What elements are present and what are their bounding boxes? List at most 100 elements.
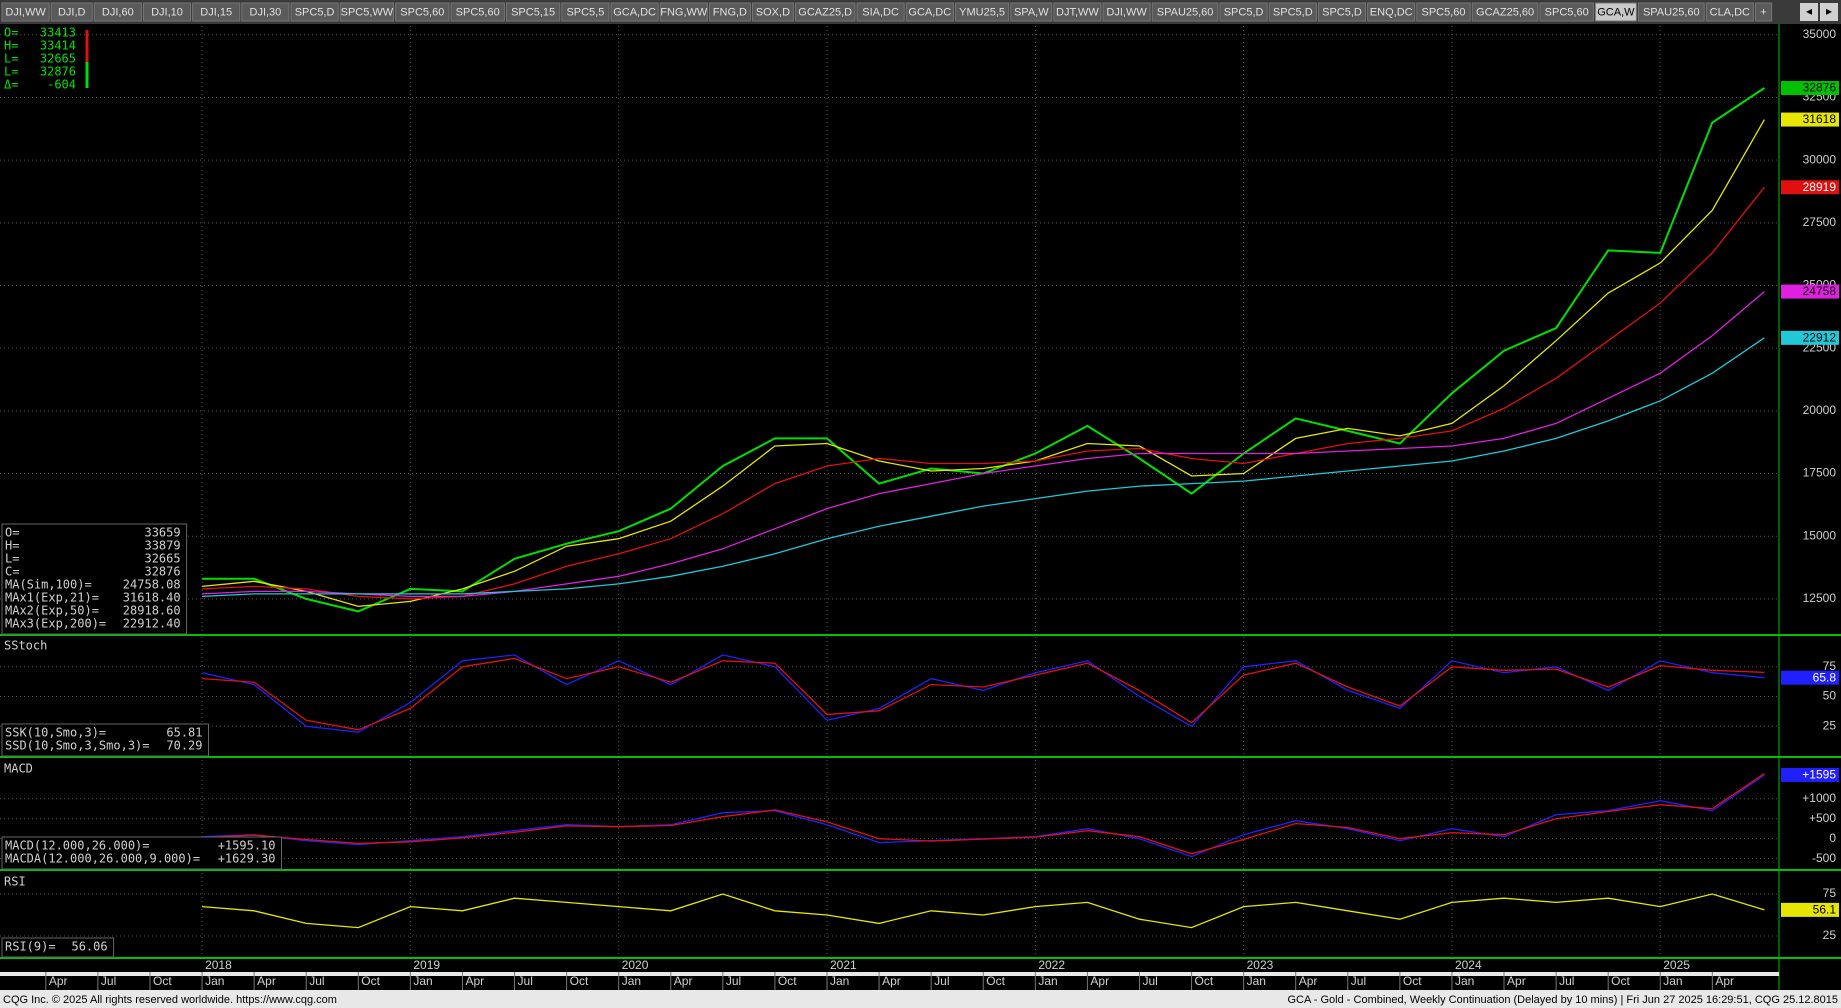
readout-label: MACD(12.000,26.000)= bbox=[5, 839, 150, 853]
tab-label: SPC5,60 bbox=[400, 6, 444, 18]
x-tick-label: Jul bbox=[726, 974, 741, 988]
tab[interactable] bbox=[905, 2, 954, 22]
tab[interactable] bbox=[450, 2, 505, 22]
x-tick-label: Apr bbox=[1090, 974, 1109, 988]
panel-title: SStoch bbox=[4, 639, 47, 653]
quote-value: -604 bbox=[47, 78, 76, 92]
quote-label: O= bbox=[4, 26, 18, 40]
tab[interactable] bbox=[1539, 2, 1594, 22]
readout-label: SSD(10,Smo,3,Smo,3)= bbox=[5, 739, 150, 753]
tab-label: DJI,WW bbox=[1106, 6, 1147, 18]
x-tick-label: Oct bbox=[1195, 974, 1214, 988]
x-tick-label: Jan bbox=[1663, 974, 1682, 988]
series-line bbox=[202, 773, 1765, 855]
tab[interactable] bbox=[505, 2, 561, 22]
tab[interactable] bbox=[610, 2, 659, 22]
x-tick-label: Jul bbox=[518, 974, 533, 988]
tab[interactable] bbox=[50, 2, 93, 22]
tab[interactable] bbox=[1471, 2, 1539, 22]
readout-value: 22912.40 bbox=[123, 617, 181, 631]
tab[interactable] bbox=[1416, 2, 1471, 22]
tab[interactable] bbox=[1151, 2, 1219, 22]
tab[interactable] bbox=[241, 2, 290, 22]
x-tick-label: Oct bbox=[361, 974, 380, 988]
value-box-label: +1595 bbox=[1802, 768, 1836, 782]
x-tick-label: Apr bbox=[1507, 974, 1526, 988]
value-box bbox=[1781, 112, 1839, 127]
readout-label: RSI(9)= bbox=[5, 940, 56, 954]
series-line bbox=[202, 291, 1765, 598]
tab[interactable] bbox=[751, 2, 794, 22]
value-box bbox=[1781, 180, 1839, 195]
value-box bbox=[1781, 284, 1839, 299]
tab-label: SPC5,D bbox=[1322, 6, 1362, 18]
tab-label: DJI,10 bbox=[151, 6, 183, 18]
tab[interactable] bbox=[1010, 2, 1053, 22]
tab[interactable] bbox=[1219, 2, 1268, 22]
value-box-label: 28919 bbox=[1803, 180, 1837, 194]
tab[interactable] bbox=[93, 2, 142, 22]
tab[interactable] bbox=[1317, 2, 1367, 22]
tab[interactable] bbox=[794, 2, 856, 22]
value-box bbox=[1781, 330, 1839, 345]
tab[interactable] bbox=[1367, 2, 1416, 22]
tab-scroll-left[interactable] bbox=[1800, 3, 1818, 21]
tab-label: SPC5,15 bbox=[511, 6, 555, 18]
y-tick-label: +500 bbox=[1809, 811, 1836, 825]
tab-label: DJI,WW bbox=[5, 6, 46, 18]
panel-title: MACD bbox=[4, 762, 33, 776]
tab[interactable] bbox=[1705, 2, 1754, 22]
tab[interactable] bbox=[1754, 2, 1773, 22]
x-tick-label: Jul bbox=[309, 974, 324, 988]
tab[interactable] bbox=[1594, 2, 1637, 22]
year-label: 2023 bbox=[1247, 958, 1274, 972]
tab[interactable] bbox=[142, 2, 192, 22]
readout-value: +1595.10 bbox=[218, 839, 276, 853]
series-line bbox=[202, 337, 1765, 598]
tab-label: GCA,DC bbox=[908, 6, 951, 18]
tab[interactable] bbox=[290, 2, 339, 22]
value-box-label: 32876 bbox=[1803, 81, 1837, 95]
year-label: 2024 bbox=[1455, 958, 1482, 972]
tab-label: DJT,WW bbox=[1056, 6, 1099, 18]
tab-label: SPC5,60 bbox=[456, 6, 500, 18]
tab[interactable] bbox=[954, 2, 1010, 22]
tab-label: SPC5,60 bbox=[1545, 6, 1589, 18]
value-box-label: 56.1 bbox=[1813, 903, 1837, 917]
tab[interactable] bbox=[192, 2, 241, 22]
value-box-label: 22912 bbox=[1803, 331, 1837, 345]
readout-box bbox=[1, 836, 282, 870]
tab-label: DJI,60 bbox=[102, 6, 134, 18]
x-tick-label: Apr bbox=[1299, 974, 1318, 988]
x-tick-label: Oct bbox=[986, 974, 1005, 988]
footer-left: CQG Inc. © 2025 All rights reserved worl… bbox=[3, 994, 337, 1006]
tab[interactable] bbox=[1637, 2, 1705, 22]
tab-scroll-right[interactable] bbox=[1820, 3, 1838, 21]
readout-value: 24758.08 bbox=[123, 578, 181, 592]
readout-label: MAx2(Exp,50)= bbox=[5, 604, 99, 618]
readout-box bbox=[1, 723, 209, 757]
tab-label: SPC5,WW bbox=[341, 6, 394, 18]
tab[interactable] bbox=[395, 2, 450, 22]
tab[interactable] bbox=[708, 2, 751, 22]
quote-label: Δ= bbox=[4, 78, 18, 92]
tab-label: SPAU25,60 bbox=[1643, 6, 1700, 18]
tab-label: SPC5,D bbox=[295, 6, 335, 18]
tab-label: SIA,DC bbox=[862, 6, 899, 18]
tab-label: + bbox=[1760, 6, 1766, 18]
tab[interactable] bbox=[1, 2, 50, 22]
tab[interactable] bbox=[1102, 2, 1151, 22]
tab[interactable] bbox=[659, 2, 708, 22]
tab[interactable] bbox=[1268, 2, 1317, 22]
tab[interactable] bbox=[856, 2, 905, 22]
tab[interactable] bbox=[1053, 2, 1102, 22]
value-box-label: 31618 bbox=[1803, 112, 1837, 126]
x-tick-label: Apr bbox=[882, 974, 901, 988]
readout-value: 33879 bbox=[144, 539, 180, 553]
tab[interactable] bbox=[561, 2, 610, 22]
x-tick-label: Oct bbox=[153, 974, 172, 988]
x-tick-label: Jul bbox=[101, 974, 116, 988]
value-box-label: 24758 bbox=[1803, 284, 1837, 298]
tab[interactable] bbox=[339, 2, 395, 22]
